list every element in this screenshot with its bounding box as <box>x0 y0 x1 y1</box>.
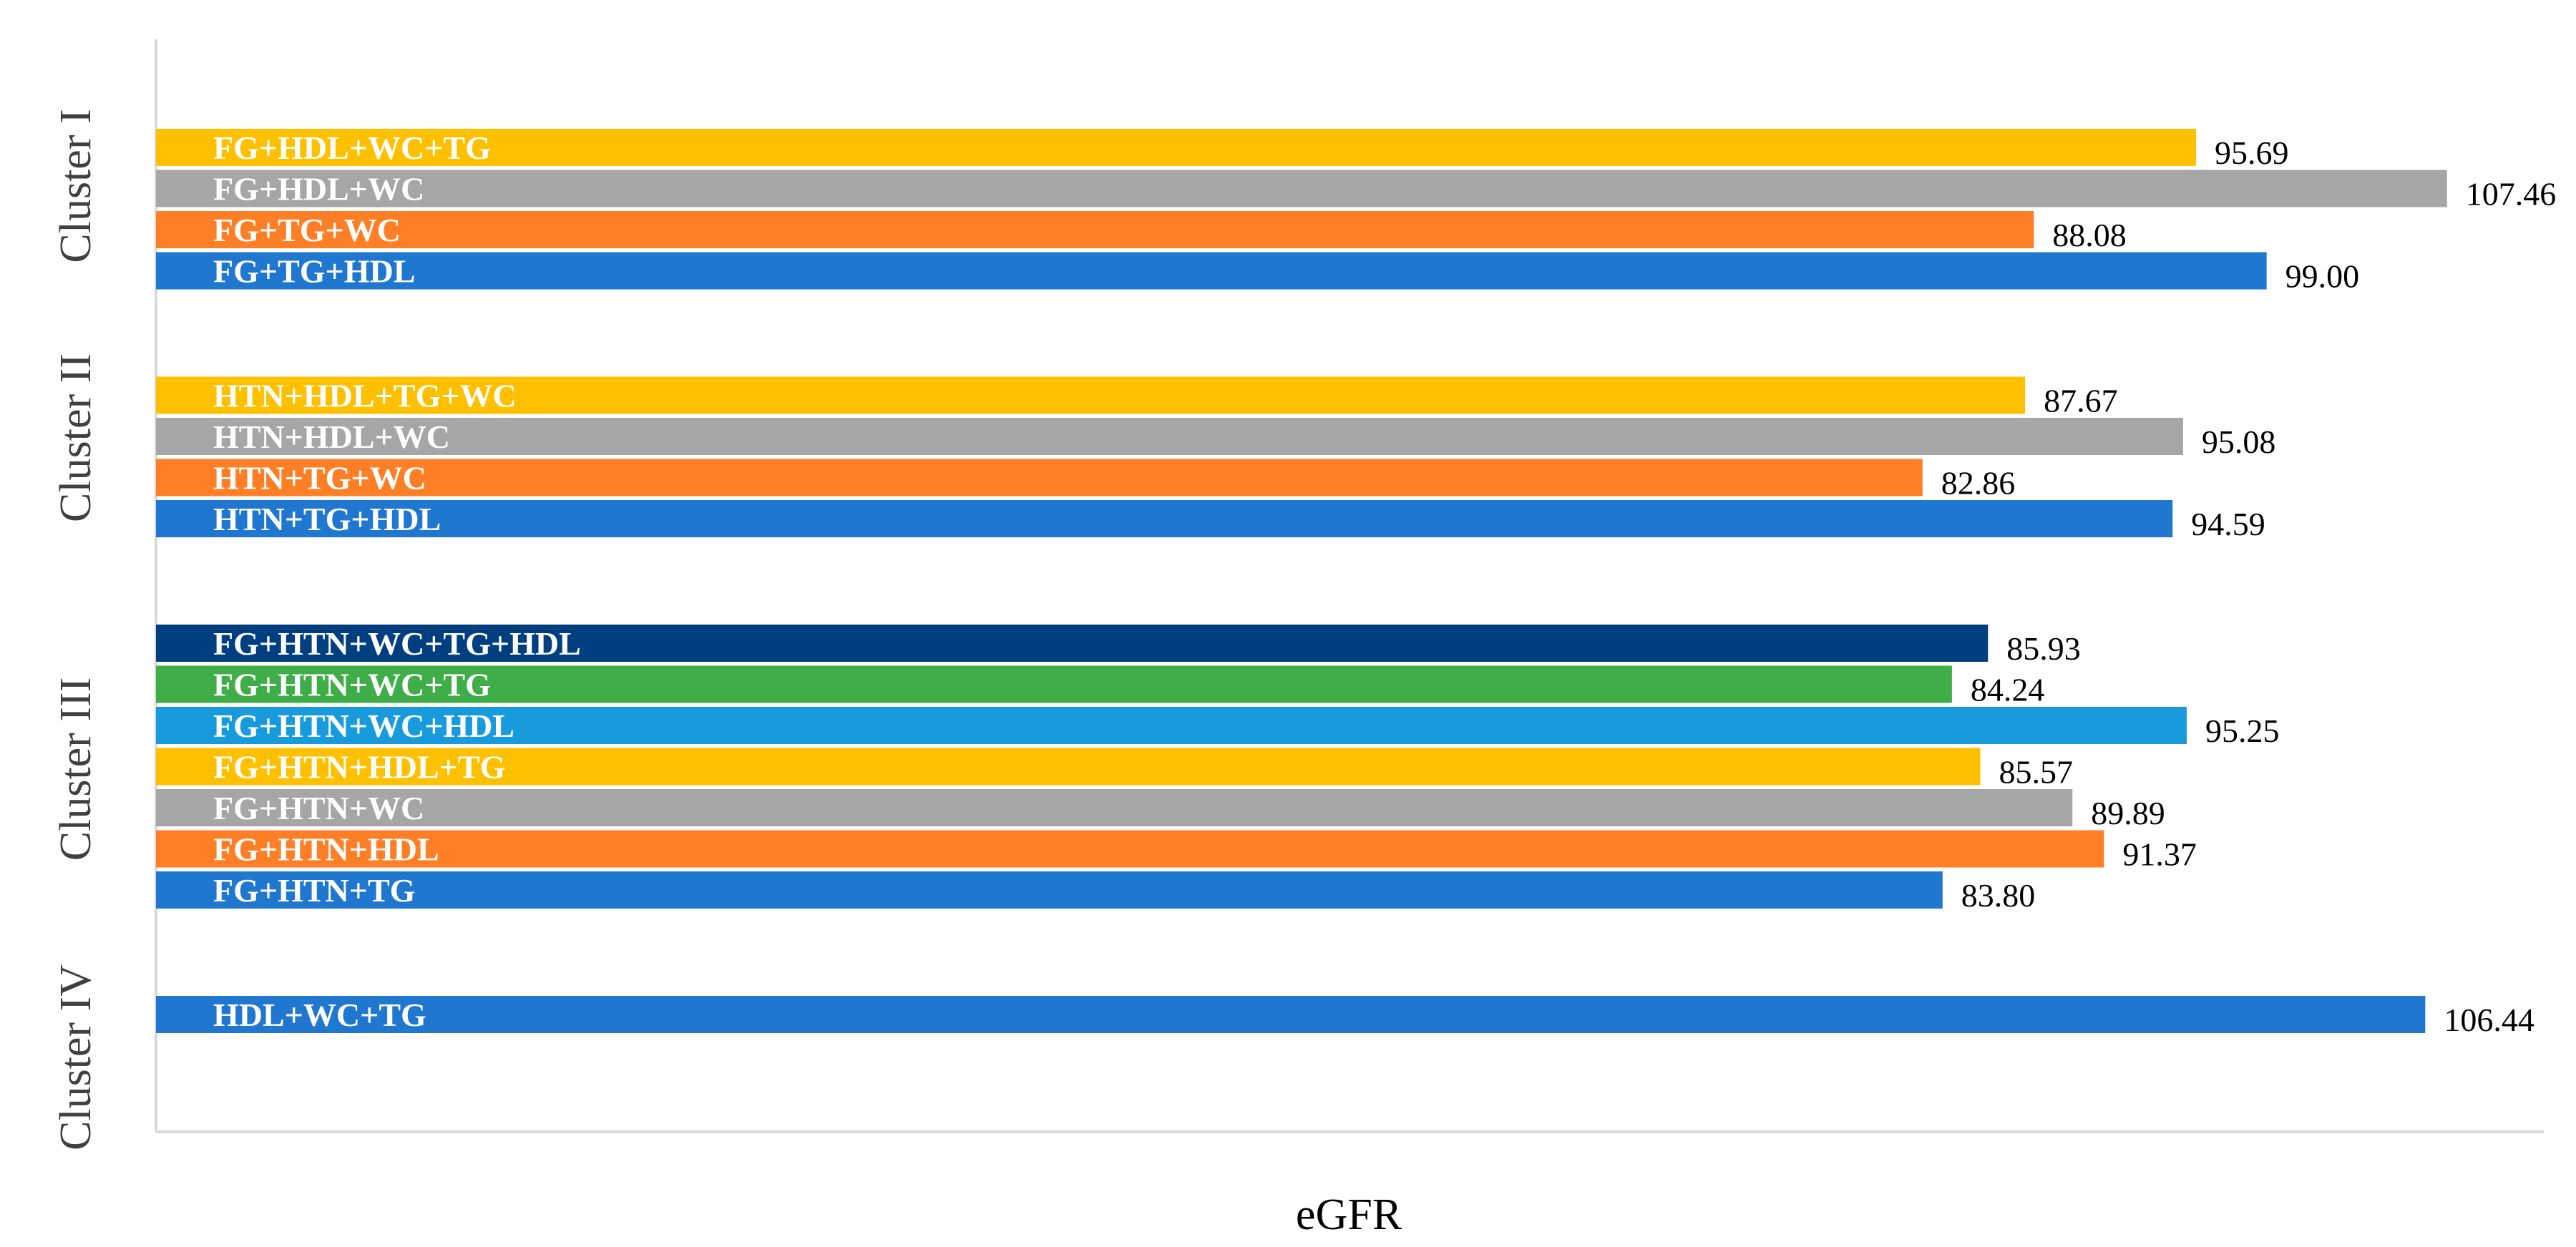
bars-layer <box>156 129 2447 1033</box>
bar <box>156 459 1923 497</box>
bar-value-label: 85.57 <box>1999 754 2074 791</box>
bar-category-label: FG+TG+HDL <box>213 253 415 290</box>
bar <box>156 707 2187 744</box>
bar-category-label: HDL+WC+TG <box>213 997 426 1033</box>
bar <box>156 996 2426 1033</box>
bar-category-label: FG+HTN+WC+TG <box>213 667 491 703</box>
bar-value-label: 84.24 <box>1971 672 2045 708</box>
labels-layer: FG+HDL+WC+TG 95.69 FG+HDL+WC 107.46 FG+TG+WC… <box>52 109 2556 1150</box>
bar-category-label: FG+HTN+WC+TG+HDL <box>213 625 581 662</box>
cluster-label: Cluster I <box>52 109 100 263</box>
bar-value-label: 89.89 <box>2091 795 2165 831</box>
bar-value-label: 99.00 <box>2285 258 2360 295</box>
cluster-label: Cluster IV <box>52 964 100 1150</box>
x-axis-title: eGFR <box>1296 1190 1402 1239</box>
bar-category-label: FG+HDL+WC+TG <box>213 129 491 166</box>
bar <box>156 170 2447 207</box>
bar <box>156 252 2267 290</box>
bar <box>156 748 1981 786</box>
cluster-label: Cluster II <box>52 353 100 522</box>
bar <box>156 789 2073 826</box>
bar-value-label: 106.44 <box>2444 1002 2534 1038</box>
bar-value-label: 95.08 <box>2202 424 2276 460</box>
bar <box>156 500 2173 537</box>
bar-value-label: 107.46 <box>2466 176 2557 212</box>
bar-category-label: FG+HTN+HDL+TG <box>213 749 505 786</box>
bar-value-label: 85.93 <box>2006 630 2081 667</box>
bar-category-label: HTN+HDL+WC <box>213 419 450 455</box>
bar <box>156 129 2197 166</box>
bar-category-label: HTN+TG+HDL <box>213 501 441 537</box>
bar-value-label: 94.59 <box>2191 506 2265 542</box>
bar-value-label: 83.80 <box>1961 877 2036 914</box>
bar <box>156 376 2026 414</box>
bar-value-label: 82.86 <box>1941 465 2016 502</box>
bar-category-label: FG+HTN+WC+HDL <box>213 708 514 744</box>
bar <box>156 211 2034 248</box>
bar <box>156 871 1943 909</box>
bar-category-label: FG+HTN+TG <box>213 872 415 909</box>
bar-category-label: FG+HTN+HDL <box>213 831 439 868</box>
bar-value-label: 87.67 <box>2044 383 2118 419</box>
bar-category-label: FG+HDL+WC <box>213 171 424 207</box>
bar-category-label: HTN+TG+WC <box>213 460 426 497</box>
bar-value-label: 88.08 <box>2052 217 2127 253</box>
cluster-label: Cluster III <box>52 678 100 861</box>
bar-category-label: FG+HTN+WC <box>213 790 424 826</box>
bar-category-label: FG+TG+WC <box>213 212 401 248</box>
bar <box>156 625 1989 662</box>
bar-category-label: HTN+HDL+TG+WC <box>213 378 517 414</box>
bar <box>156 665 1952 703</box>
bar-value-label: 95.69 <box>2215 135 2289 171</box>
bar <box>156 418 2183 455</box>
bar-value-label: 95.25 <box>2205 713 2280 749</box>
bar-value-label: 91.37 <box>2122 836 2197 873</box>
bar <box>156 830 2104 868</box>
